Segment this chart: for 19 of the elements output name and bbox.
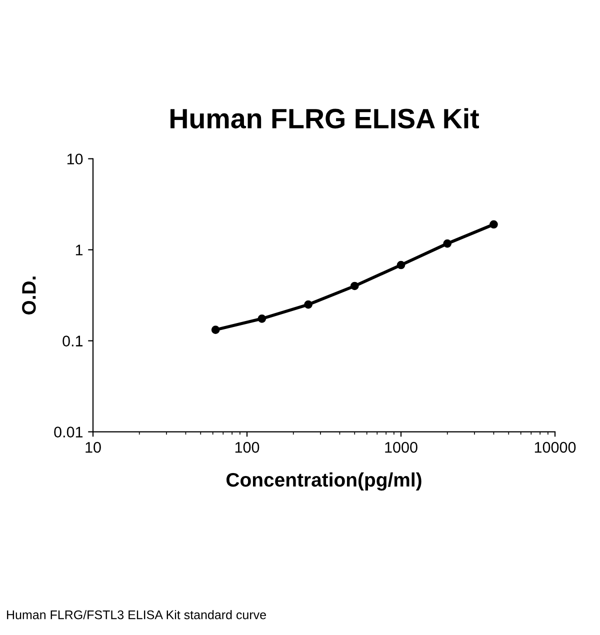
- point: [396, 260, 406, 270]
- x-tick-label: 100: [235, 442, 260, 453]
- point: [490, 220, 498, 229]
- y-axis-title: O.D.: [22, 276, 36, 314]
- x-tick-label: 1000: [385, 442, 418, 453]
- point: [350, 282, 359, 290]
- text: Human FLRG/FSTL3 ELISA Kit standard curve: [7, 610, 266, 620]
- point: [258, 314, 266, 323]
- point: [304, 300, 312, 309]
- chart-title: Human FLRG ELISA Kit: [170, 108, 480, 128]
- y-tick-label: 1: [76, 244, 83, 256]
- x-tick-label: 10000: [534, 442, 576, 453]
- x-axis-title: Concentration(pg/ml): [226, 472, 422, 491]
- point: [443, 239, 452, 248]
- point: [211, 326, 220, 334]
- y-tick-label: 0.01: [54, 426, 83, 438]
- x-tick-label: 10: [86, 442, 101, 453]
- y-tick-label: 0.1: [62, 336, 83, 346]
- y-tick-label: 10: [67, 154, 83, 164]
